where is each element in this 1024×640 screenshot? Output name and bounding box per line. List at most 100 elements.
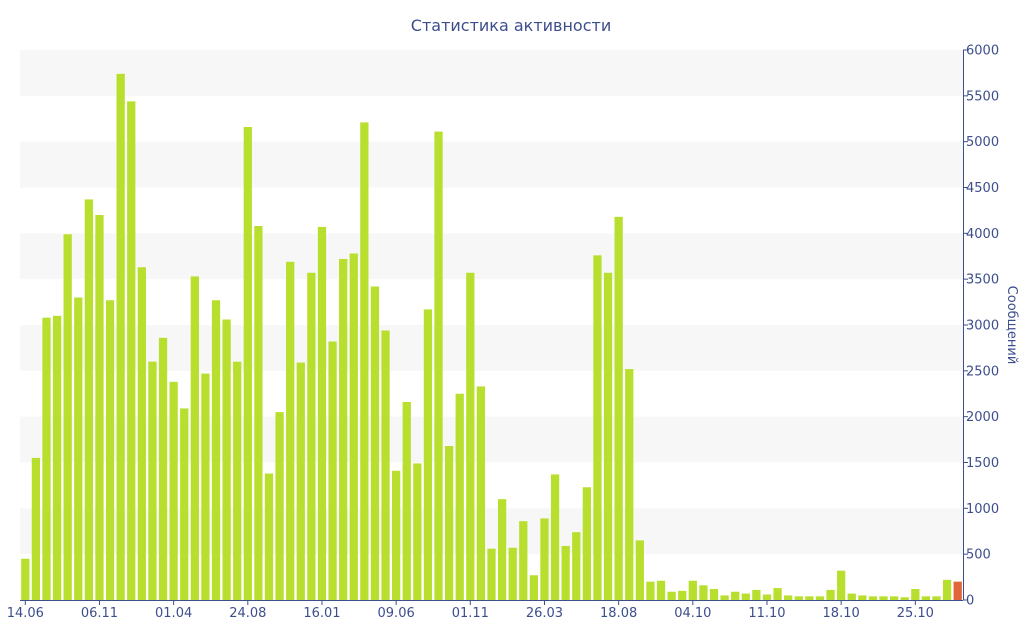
- bar[interactable]: [709, 589, 719, 600]
- bar[interactable]: [31, 457, 41, 600]
- bar[interactable]: [879, 596, 888, 600]
- bar[interactable]: [900, 597, 909, 600]
- bar[interactable]: [826, 589, 835, 600]
- y-tick-label: 3000: [966, 319, 999, 334]
- bar[interactable]: [286, 261, 295, 600]
- y-axis: 0 500 1000 1500 2000 2500 3000 3500 4000 4500 5000…: [963, 44, 999, 609]
- bar[interactable]: [688, 580, 697, 600]
- bar[interactable]: [392, 470, 401, 600]
- bar[interactable]: [360, 122, 369, 601]
- bar[interactable]: [614, 216, 623, 601]
- bar[interactable]: [911, 589, 920, 600]
- bar[interactable]: [921, 596, 931, 600]
- bar[interactable]: [656, 580, 666, 600]
- bar[interactable]: [487, 548, 496, 600]
- bar[interactable]: [434, 131, 443, 601]
- bar[interactable]: [837, 570, 846, 600]
- bar[interactable]: [169, 381, 178, 600]
- bar[interactable]: [21, 558, 30, 600]
- bar[interactable]: [116, 73, 125, 601]
- bar[interactable]: [794, 596, 803, 600]
- bar[interactable]: [148, 361, 157, 600]
- bar[interactable]: [476, 386, 486, 600]
- bar[interactable]: [137, 267, 146, 600]
- bar[interactable]: [105, 300, 115, 600]
- bar[interactable]: [561, 545, 570, 600]
- bar[interactable]: [455, 393, 464, 600]
- bar[interactable]: [127, 101, 136, 600]
- bar[interactable]: [180, 408, 189, 600]
- bar[interactable]: [635, 540, 644, 600]
- bar[interactable]: [858, 595, 867, 600]
- bar[interactable]: [773, 588, 782, 600]
- bar[interactable]: [466, 272, 475, 600]
- bar[interactable]: [74, 297, 83, 601]
- bar[interactable]: [307, 272, 316, 600]
- bar[interactable]: [593, 255, 602, 601]
- bar[interactable]: [233, 361, 242, 600]
- bar[interactable]: [317, 226, 327, 600]
- bar[interactable]: [413, 463, 422, 600]
- bar[interactable]: [582, 487, 591, 600]
- bar[interactable]: [625, 369, 634, 600]
- x-tick-label: 24.08: [229, 606, 266, 621]
- bar[interactable]: [784, 595, 793, 600]
- bar[interactable]: [741, 593, 750, 600]
- bar[interactable]: [815, 596, 825, 600]
- bar[interactable]: [190, 276, 199, 600]
- bar[interactable]: [370, 286, 380, 601]
- bar[interactable]: [63, 234, 72, 600]
- bar[interactable]: [296, 362, 305, 600]
- bar[interactable]: [508, 547, 517, 600]
- bar[interactable]: [889, 596, 899, 600]
- bar[interactable]: [349, 253, 358, 601]
- bar[interactable]: [243, 127, 252, 600]
- bar[interactable]: [339, 259, 348, 600]
- bar[interactable]: [868, 596, 878, 600]
- bar[interactable]: [158, 337, 168, 600]
- bar[interactable]: [805, 596, 814, 600]
- bar[interactable]: [519, 521, 528, 600]
- bar[interactable]: [540, 518, 549, 600]
- bar[interactable]: [84, 199, 94, 600]
- x-axis: 14.06 06.11 01.04 24.08 16.01 09.06 01.11 26.03…: [7, 600, 963, 621]
- bar[interactable]: [529, 575, 539, 600]
- bar[interactable]: [847, 593, 856, 600]
- bar[interactable]: [201, 373, 210, 600]
- bar[interactable]: [731, 591, 740, 600]
- bar[interactable]: [264, 473, 274, 601]
- bar[interactable]: [497, 499, 507, 600]
- x-tick-label: 04.10: [674, 606, 711, 621]
- bar[interactable]: [211, 300, 221, 600]
- bar[interactable]: [381, 330, 390, 601]
- y-tick-label: 0: [966, 594, 974, 609]
- bar[interactable]: [678, 590, 687, 600]
- bar[interactable]: [762, 594, 772, 601]
- bar[interactable]: [667, 591, 676, 600]
- bar[interactable]: [222, 319, 231, 601]
- bar[interactable]: [942, 579, 952, 600]
- y-tick-label: 3500: [966, 273, 999, 288]
- bar[interactable]: [603, 272, 613, 600]
- bar[interactable]: [402, 402, 411, 600]
- bar[interactable]: [95, 215, 104, 600]
- bar[interactable]: [699, 585, 708, 600]
- bar[interactable]: [646, 581, 655, 600]
- bar[interactable]: [42, 317, 51, 600]
- bars-group: [21, 73, 962, 601]
- bar[interactable]: [444, 446, 454, 600]
- y-tick-label: 2000: [966, 410, 999, 425]
- bar[interactable]: [720, 595, 729, 600]
- bar[interactable]: [423, 309, 433, 600]
- y-axis-title: Сообщений: [1004, 286, 1019, 365]
- x-tick-label: 06.11: [81, 606, 118, 621]
- bar[interactable]: [254, 226, 263, 600]
- bar[interactable]: [275, 412, 284, 600]
- bar[interactable]: [550, 474, 560, 600]
- bar[interactable]: [572, 532, 581, 600]
- bar[interactable]: [932, 596, 941, 600]
- bar-highlighted[interactable]: [953, 581, 962, 600]
- bar[interactable]: [52, 315, 62, 600]
- bar[interactable]: [752, 589, 761, 600]
- bar[interactable]: [328, 341, 337, 601]
